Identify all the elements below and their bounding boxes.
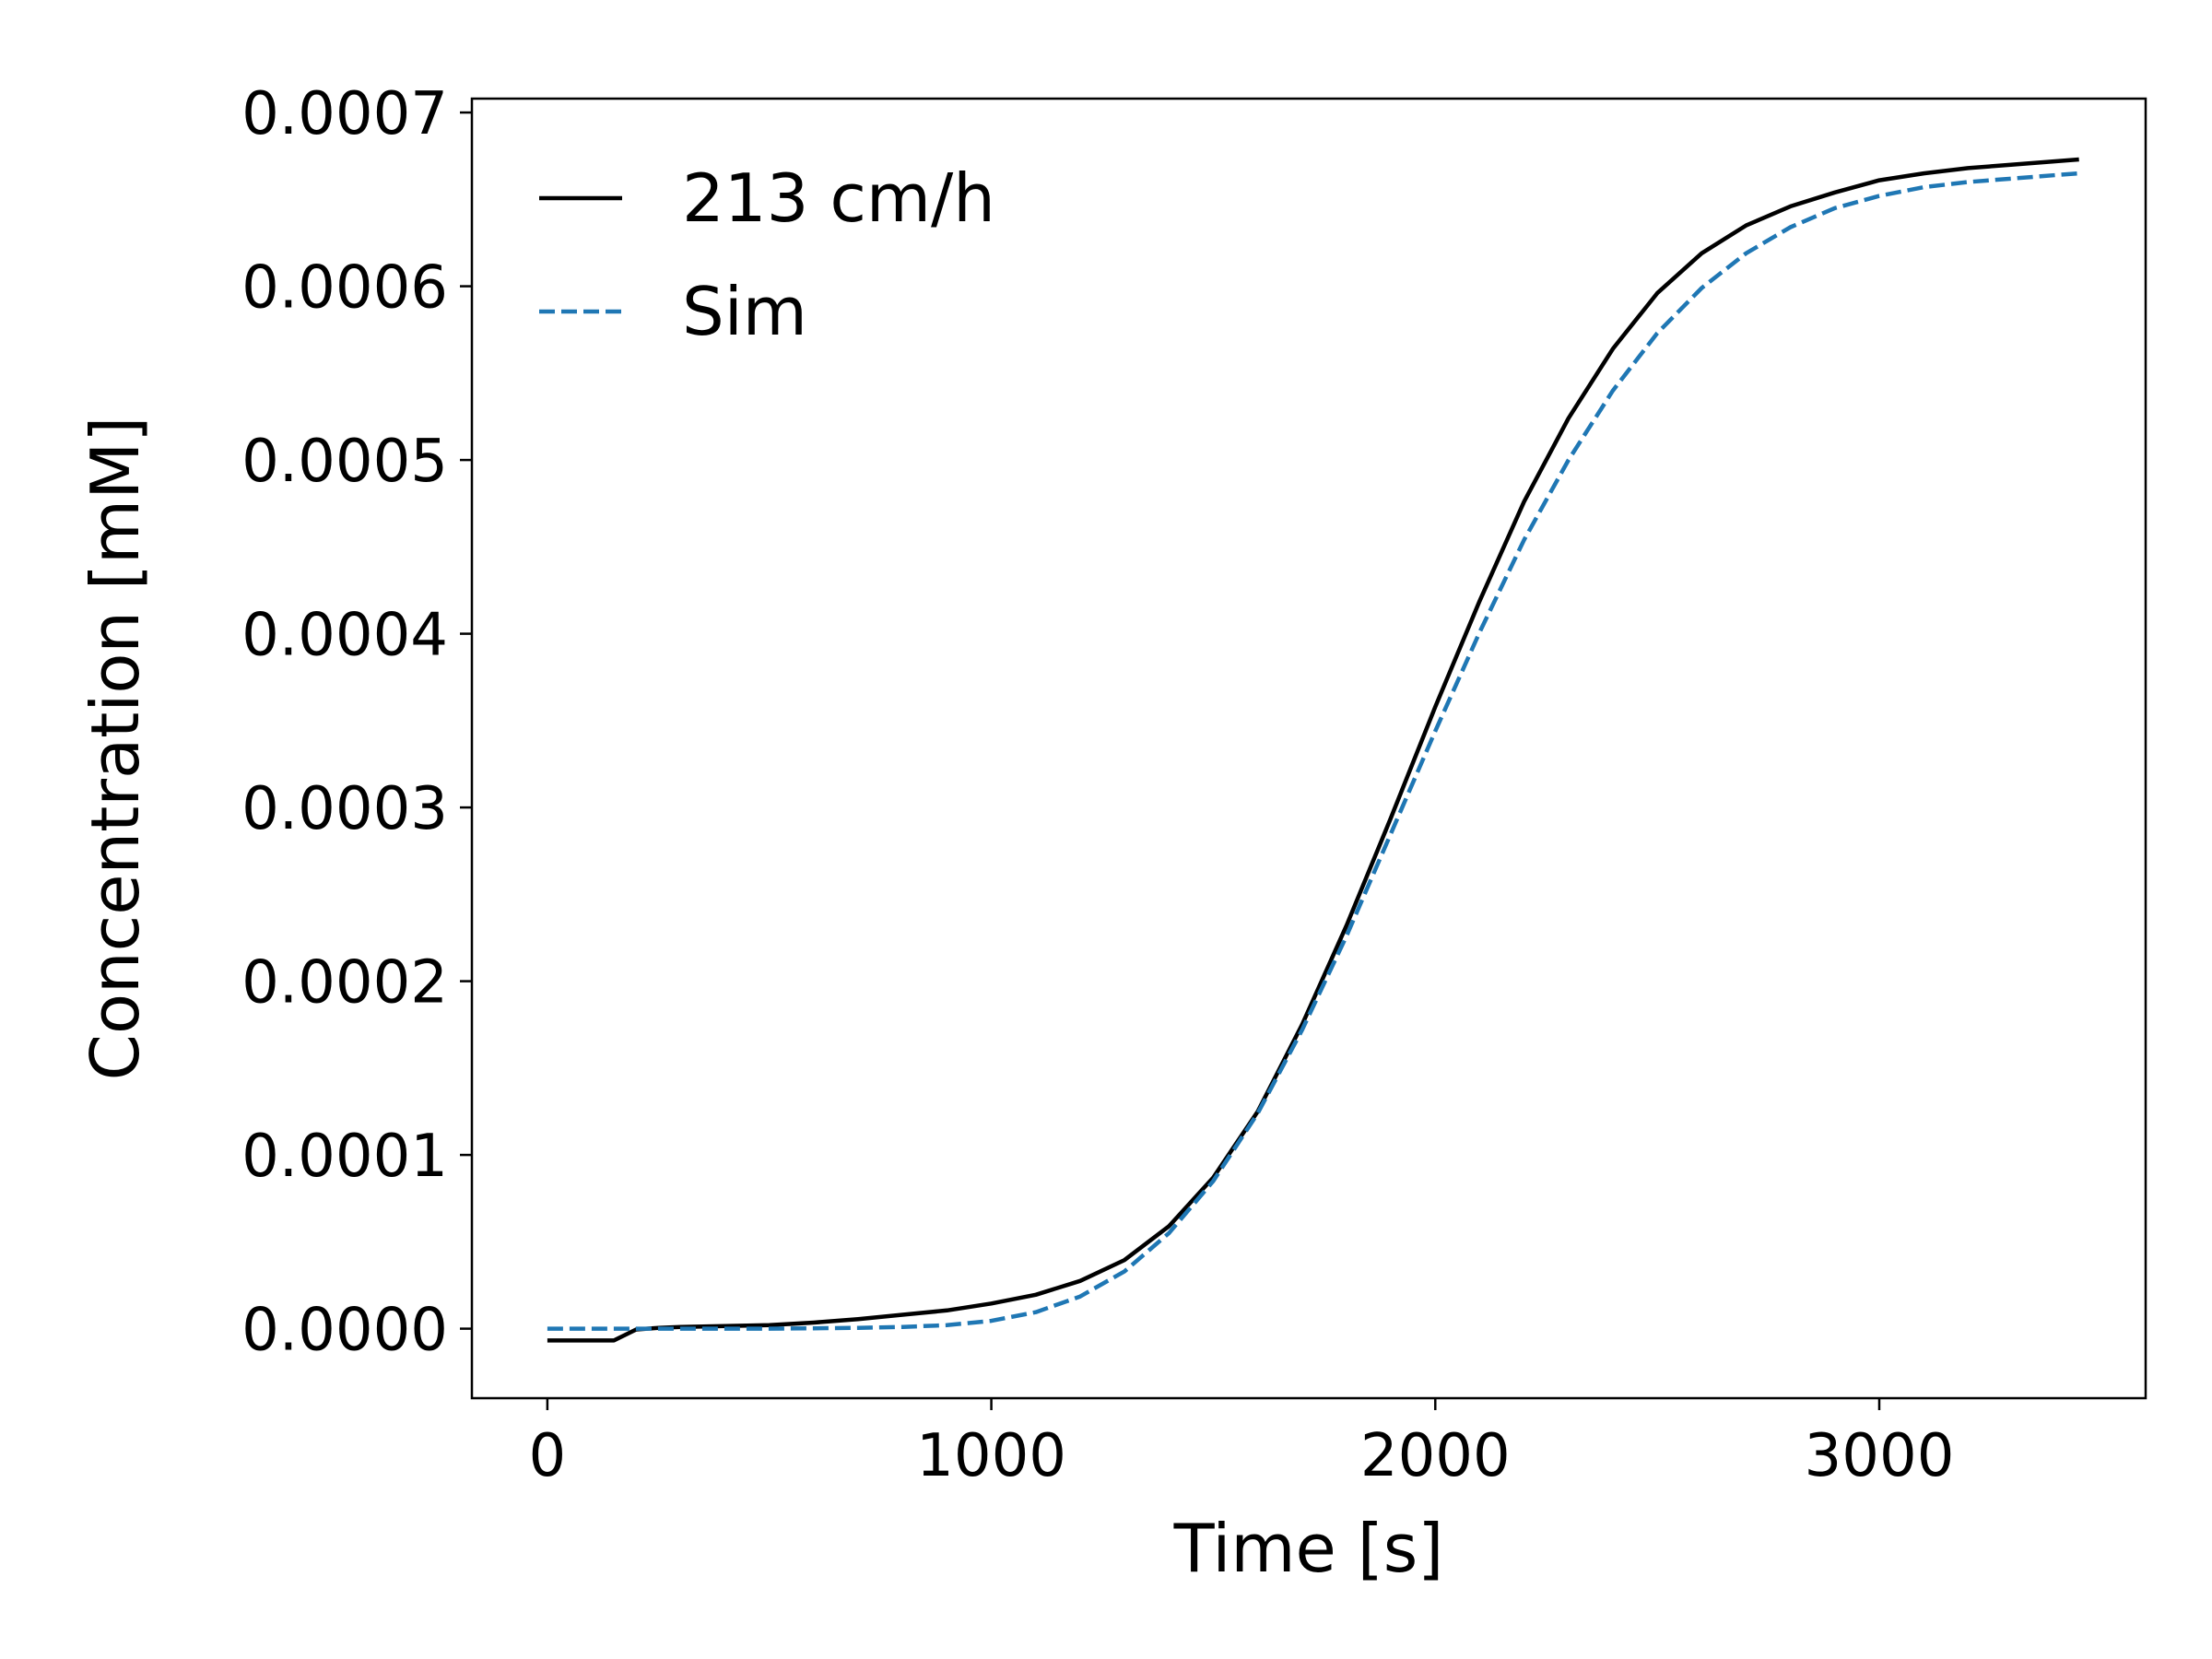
series-layer [547,157,2079,1343]
y-axis-label: Concentration [mM] [76,417,154,1081]
y-tick-label: 0.0002 [241,949,448,1018]
y-tick-label: 0.0001 [241,1123,448,1191]
x-tick-label: 1000 [916,1422,1066,1490]
series-line-sim [547,171,2079,1331]
y-tick-label: 0.0006 [241,254,448,323]
y-tick-label: 0.0000 [241,1297,448,1365]
y-tick-label: 0.0005 [241,428,448,496]
legend-label-sim: Sim [682,273,807,350]
y-tick-label: 0.0004 [241,602,448,670]
legend-label-213-cm-h: 213 cm/h [682,159,995,237]
x-axis-label: Time [s] [1173,1510,1444,1587]
y-tick-label: 0.0007 [241,80,448,148]
x-tick-label: 3000 [1805,1422,1955,1490]
x-tick-label: 2000 [1360,1422,1511,1490]
x-tick-label: 0 [529,1422,567,1490]
y-tick-label: 0.0003 [241,775,448,843]
plot-frame [470,97,2147,1400]
y-axis: 0.0000 0.0001 0.0002 0.0003 0.0004 0.0005 0.00… [241,80,472,1365]
plot-area [470,97,2147,1400]
x-axis: 0 1000 2000 3000 [529,1398,1955,1490]
legend: 213 cm/h Sim [539,159,995,350]
